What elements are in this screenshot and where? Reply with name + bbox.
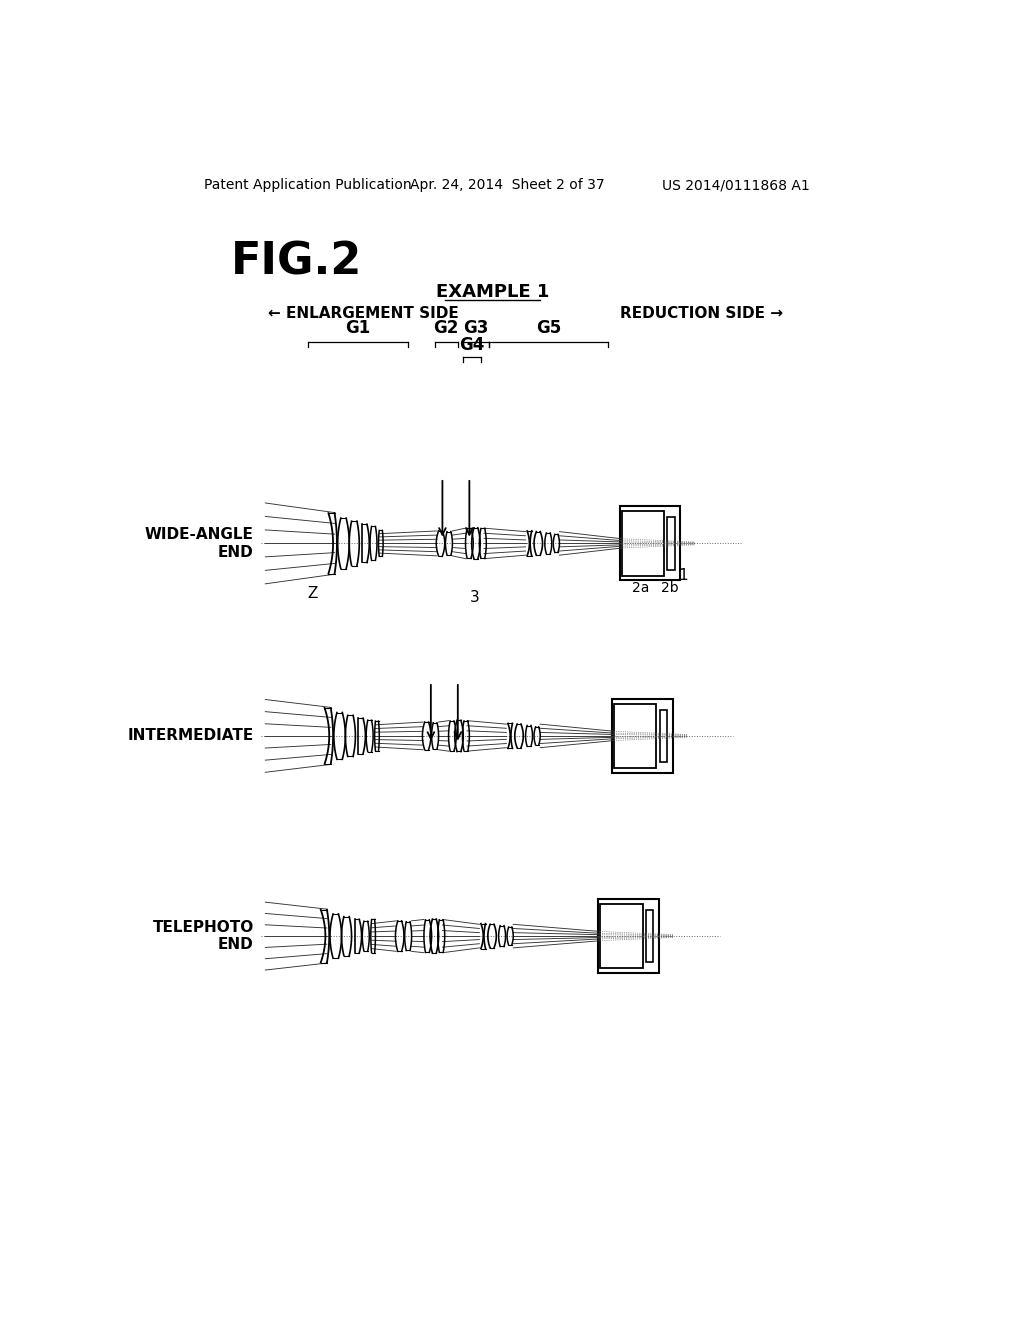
Bar	[659, 710, 668, 762]
Bar	[620, 507, 680, 581]
Bar	[600, 904, 643, 969]
Text: 2b: 2b	[660, 581, 678, 595]
Text: G1: G1	[345, 319, 371, 337]
Text: EXAMPLE 1: EXAMPLE 1	[436, 282, 549, 301]
Text: 1: 1	[678, 568, 687, 583]
Text: Z: Z	[308, 586, 318, 601]
Text: TELEPHOTO
END: TELEPHOTO END	[153, 920, 254, 952]
Text: ← ENLARGEMENT SIDE: ← ENLARGEMENT SIDE	[267, 306, 459, 322]
Bar	[646, 909, 653, 962]
Bar	[622, 511, 665, 576]
Text: Apr. 24, 2014  Sheet 2 of 37: Apr. 24, 2014 Sheet 2 of 37	[410, 178, 605, 193]
Bar	[614, 704, 656, 768]
Text: 2a: 2a	[632, 581, 649, 595]
Text: Patent Application Publication: Patent Application Publication	[204, 178, 412, 193]
Text: INTERMEDIATE: INTERMEDIATE	[128, 729, 254, 743]
Bar	[668, 517, 675, 570]
Text: G5: G5	[536, 319, 561, 337]
Text: G3: G3	[463, 319, 488, 337]
Bar	[611, 700, 673, 774]
Text: G2: G2	[433, 319, 459, 337]
Text: WIDE-ANGLE
END: WIDE-ANGLE END	[144, 527, 254, 560]
Text: 3: 3	[470, 590, 479, 605]
Text: US 2014/0111868 A1: US 2014/0111868 A1	[662, 178, 810, 193]
Text: FIG.2: FIG.2	[230, 240, 362, 284]
Bar	[598, 899, 658, 973]
Text: REDUCTION SIDE →: REDUCTION SIDE →	[620, 306, 782, 322]
Text: G4: G4	[460, 335, 484, 354]
